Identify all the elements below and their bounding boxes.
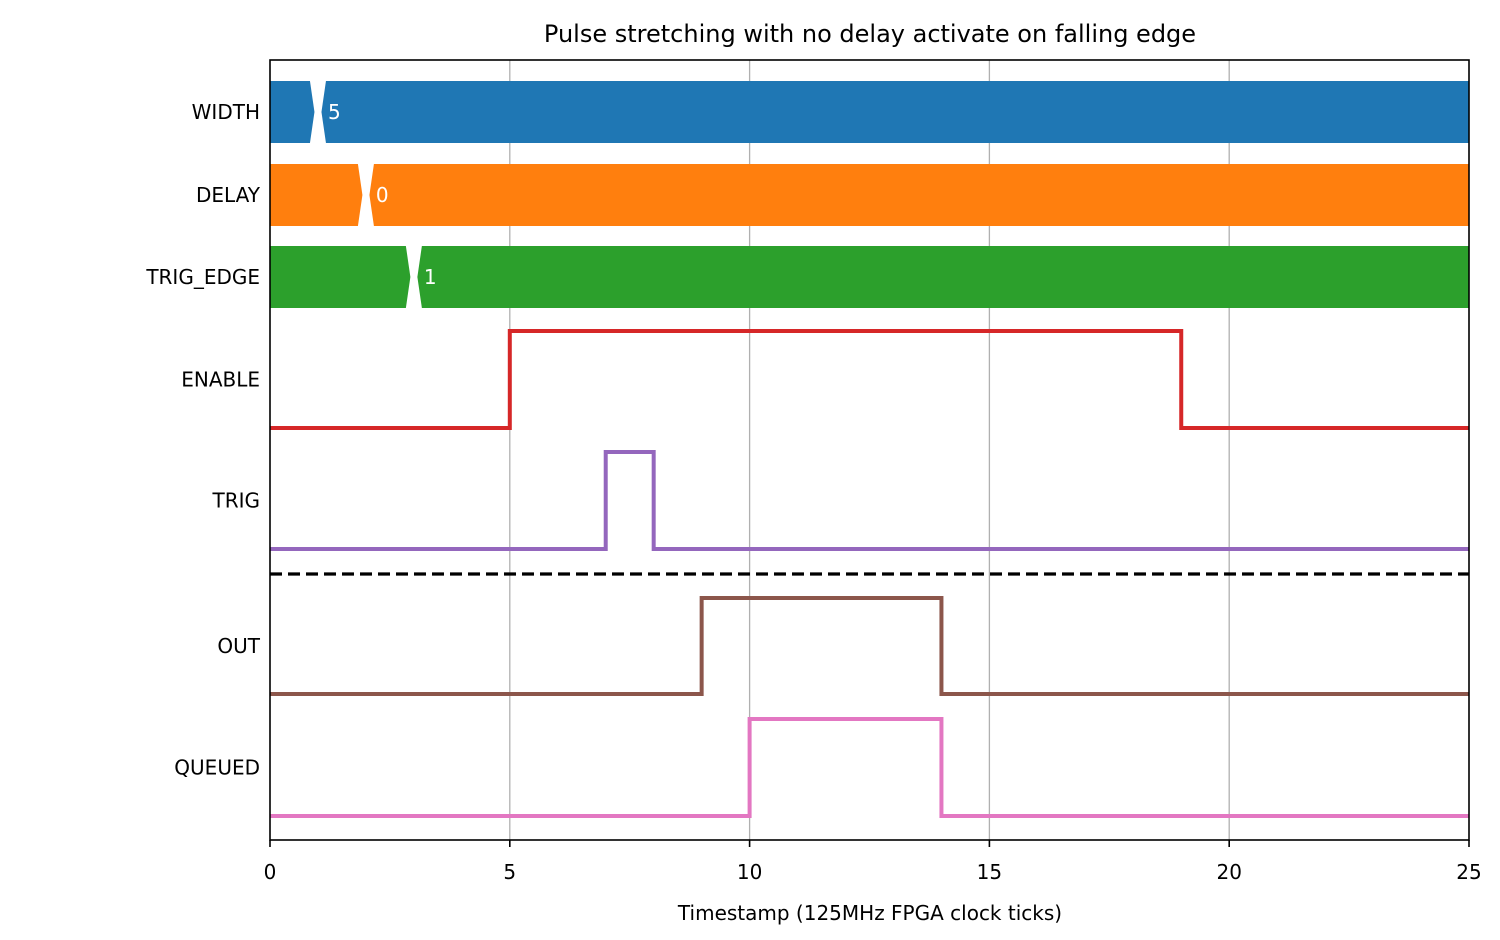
plot-frame bbox=[269, 59, 1470, 841]
x-axis-ticks: 0 5 10 15 20 25 bbox=[264, 840, 1482, 884]
x-tick-label-3: 15 bbox=[977, 860, 1002, 884]
x-tick-label-2: 10 bbox=[737, 860, 762, 884]
bus-segment-before-2 bbox=[270, 246, 411, 308]
signal-label-digital-1: TRIG bbox=[211, 489, 260, 513]
signal-labels: WIDTH DELAY TRIG_EDGE ENABLE TRIG OUT QUEUED bbox=[145, 100, 260, 780]
x-axis-label: Timestamp (125MHz FPGA clock ticks) bbox=[677, 901, 1062, 925]
x-tick-label-1: 5 bbox=[503, 860, 516, 884]
signal-trace-0 bbox=[270, 329, 1469, 430]
signal-trace-1 bbox=[270, 450, 1469, 551]
signal-label-bus-0: WIDTH bbox=[192, 100, 260, 124]
signal-label-digital-0: ENABLE bbox=[181, 368, 260, 392]
bus-segment-after-0 bbox=[321, 81, 1470, 143]
bus-segment-before-0 bbox=[270, 81, 315, 143]
signal-label-bus-1: DELAY bbox=[196, 183, 261, 207]
bus-segment-before-1 bbox=[270, 164, 363, 226]
bus-segment-after-2 bbox=[417, 246, 1469, 308]
bus-segment-after-1 bbox=[369, 164, 1469, 226]
signal-label-bus-2: TRIG_EDGE bbox=[145, 265, 260, 289]
x-tick-label-5: 25 bbox=[1456, 860, 1481, 884]
digital-signals bbox=[270, 329, 1469, 818]
x-tick-label-4: 20 bbox=[1216, 860, 1241, 884]
x-tick-label-0: 0 bbox=[264, 860, 277, 884]
bus-signals: 5 0 1 bbox=[270, 81, 1470, 308]
signal-label-digital-3: QUEUED bbox=[174, 756, 260, 780]
signal-label-digital-2: OUT bbox=[217, 634, 260, 658]
bus-value-0: 5 bbox=[328, 100, 341, 124]
bus-value-1: 0 bbox=[376, 183, 389, 207]
bus-value-2: 1 bbox=[424, 265, 437, 289]
chart-title: Pulse stretching with no delay activate … bbox=[544, 20, 1196, 48]
signal-trace-2 bbox=[270, 596, 1469, 696]
signal-trace-3 bbox=[270, 717, 1469, 818]
